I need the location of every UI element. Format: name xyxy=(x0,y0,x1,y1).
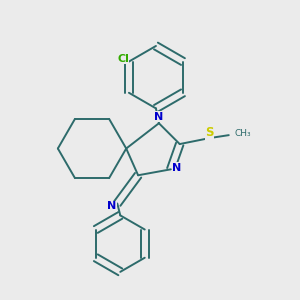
Text: N: N xyxy=(172,163,182,173)
Text: CH₃: CH₃ xyxy=(235,129,251,138)
Text: Cl: Cl xyxy=(117,54,129,64)
Text: S: S xyxy=(205,126,214,139)
Text: N: N xyxy=(107,202,117,212)
Text: N: N xyxy=(154,112,164,122)
